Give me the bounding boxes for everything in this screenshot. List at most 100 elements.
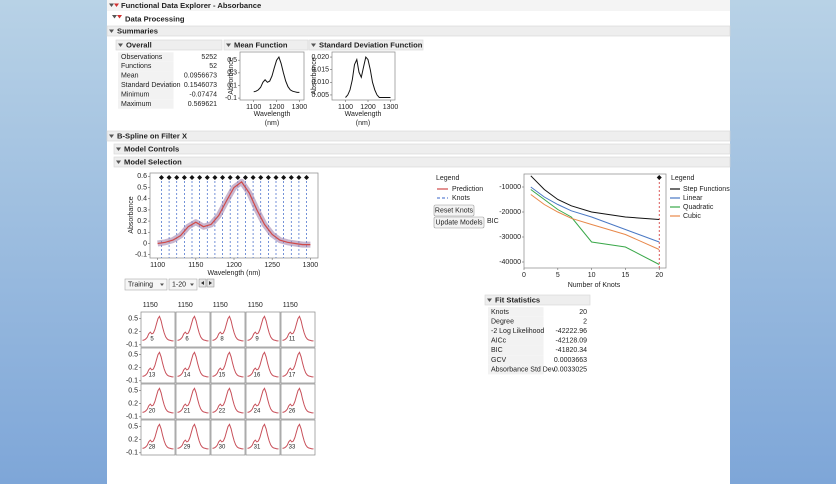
nav-arrow [209,281,212,285]
row-label: Maximum [121,101,152,108]
section-title: Model Controls [124,144,179,153]
knot-marker[interactable] [250,175,256,180]
y-tick-label: -20000 [499,209,521,216]
x-tick-label: 1200 [226,262,242,269]
row-value: 0.0033025 [554,366,587,373]
x-tick-label: 1300 [303,262,319,269]
knot-marker[interactable] [304,175,310,180]
knot-marker[interactable] [265,175,271,180]
plot-frame [245,347,281,384]
knot-marker[interactable] [158,175,164,180]
x-axis-label: Wavelength [254,111,291,118]
disclosure-icon[interactable] [116,160,121,165]
menu-icon[interactable] [117,15,122,19]
plot-frame [331,51,396,101]
row-label: Functions [121,63,152,70]
y-tick-label: 0.4 [137,196,147,203]
y-tick-label: 0.2 [128,329,138,336]
knot-marker[interactable] [227,175,233,180]
function-curve [212,315,244,342]
y-tick-label: 0.5 [128,351,138,358]
knot-marker[interactable] [235,175,241,180]
dropdown-arrow [160,283,164,286]
y-tick-label: -0.1 [126,342,138,349]
plot-frame [523,173,667,269]
table-label-cell [488,307,544,317]
knot-marker[interactable] [212,175,218,180]
plot-frame [140,383,176,420]
panel-id: 13 [149,373,156,379]
function-curve [212,423,244,450]
panel-id: 16 [254,373,261,379]
outline-bar [223,39,309,51]
x-tick-label: 1150 [283,302,298,309]
nav-arrow [201,281,204,285]
panel-id: 11 [289,337,296,343]
selected-marker[interactable] [656,175,662,180]
dropdown[interactable] [168,278,198,291]
knot-marker[interactable] [174,175,180,180]
row-label: Minimum [121,91,150,98]
x-axis-label: Wavelength [345,111,382,118]
y-tick-label: 0.5 [227,57,237,64]
function-curve [177,387,209,414]
y-axis-label: Absorbance [128,196,135,233]
disclosure-icon[interactable] [109,29,114,34]
plot-frame [280,347,316,384]
knot-marker[interactable] [189,175,195,180]
legend-label: Quadratic [683,204,714,211]
function-curve [282,387,314,414]
panel-id: 31 [254,445,261,451]
disclosure-icon[interactable] [311,43,316,48]
row-label: Standard Deviation [121,82,181,89]
menu-icon[interactable] [114,3,119,8]
y-tick-label: 0.015 [311,67,329,74]
knot-marker[interactable] [220,175,226,180]
x-tick-label: 1300 [292,104,308,111]
y-axis-label: Absorbance [228,57,235,94]
disclosure-icon[interactable] [226,43,231,48]
plot-frame [210,311,246,348]
disclosure-icon[interactable] [112,15,117,19]
plot-frame [140,347,176,384]
dropdown-label: 1-20 [172,282,186,289]
row-value: -42222.96 [555,328,587,335]
button[interactable] [433,204,475,217]
dropdown[interactable] [124,278,168,291]
row-value: 20 [579,309,587,316]
plot-frame [280,419,316,456]
knot-marker[interactable] [197,175,203,180]
x-axis-label: Wavelength (nm) [207,270,260,277]
bic-line [530,175,660,220]
button[interactable] [433,216,485,229]
function-curve [142,351,174,378]
button-label: Reset Knots [435,208,474,215]
table-label-cell [118,80,174,90]
row-label: -2 Log Likelihood [491,328,544,335]
knot-marker[interactable] [258,175,264,180]
knot-marker[interactable] [181,175,187,180]
row-label: Degree [491,318,514,325]
outline-bar [113,143,731,155]
knot-marker[interactable] [204,175,210,180]
panel-id: 14 [184,373,191,379]
disclosure-icon[interactable] [118,43,123,48]
plot-frame [140,311,176,348]
mean-curve [253,56,300,93]
y-tick-label: 0.020 [311,54,329,61]
knot-marker[interactable] [273,175,279,180]
knot-marker[interactable] [166,175,172,180]
knot-marker[interactable] [288,175,294,180]
table-label-cell [118,71,174,81]
y-tick-label: -0.1 [126,414,138,421]
disclosure-icon[interactable] [109,3,114,8]
disclosure-icon[interactable] [487,298,492,303]
knot-marker[interactable] [242,175,248,180]
disclosure-icon[interactable] [116,147,121,152]
y-tick-label: 0.1 [227,82,237,89]
knot-marker[interactable] [281,175,287,180]
disclosure-icon[interactable] [109,134,114,139]
dropdown-arrow [190,283,194,286]
knot-marker[interactable] [296,175,302,180]
